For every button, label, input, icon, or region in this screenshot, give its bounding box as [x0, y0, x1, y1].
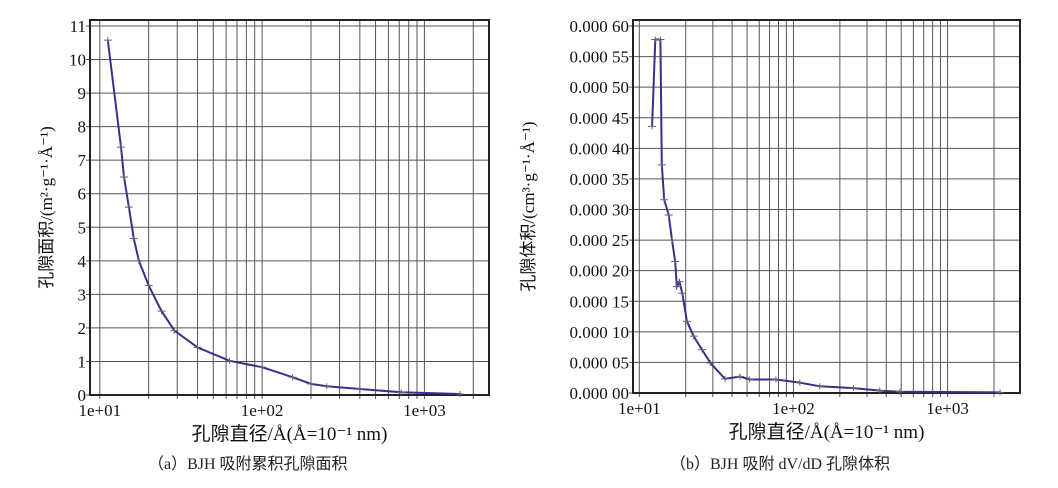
data-point-marker — [996, 389, 1005, 396]
data-point-marker — [134, 257, 143, 264]
data-point-marker — [657, 161, 666, 168]
data-point-marker — [170, 327, 179, 334]
data-point-marker — [124, 204, 133, 211]
y-tick-label: 3 — [78, 285, 87, 304]
caption-a: （a）BJH 吸附累积孔隙面积 — [148, 456, 348, 473]
y-tick-label: 0.000 60 — [570, 17, 630, 36]
series-line — [106, 39, 461, 395]
y-tick-label: 10 — [69, 51, 86, 70]
y-tick-label: 7 — [78, 151, 87, 170]
data-point-marker — [116, 144, 125, 151]
y-axis-label: 孔隙体积/(cm³·g⁻¹·Å⁻¹) — [519, 121, 538, 291]
data-point-marker — [668, 237, 677, 244]
data-point-marker — [875, 387, 884, 394]
data-point-marker — [745, 376, 754, 383]
data-point-marker — [258, 364, 267, 371]
y-tick-label: 0 — [78, 386, 87, 405]
x-tick-label: 1e+02 — [772, 399, 815, 418]
y-axis-label: 孔隙面积/(m²·g⁻¹·Å⁻¹) — [37, 126, 56, 289]
data-point-marker — [157, 308, 166, 315]
data-point-marker — [397, 389, 406, 396]
y-tick-label: 0.000 30 — [570, 201, 630, 220]
y-tick-label: 4 — [78, 252, 87, 271]
data-point-marker — [456, 390, 465, 397]
y-tick-label: 0.000 25 — [570, 231, 630, 250]
x-tick-label: 1e+03 — [403, 401, 446, 420]
x-tick-label: 1e+02 — [241, 401, 284, 420]
y-tick-label: 0.000 20 — [570, 262, 630, 281]
data-point-marker — [306, 380, 315, 387]
data-point-marker — [689, 333, 698, 340]
x-axis-label: 孔隙直径/Å(Å=10⁻¹ nm) — [192, 423, 388, 445]
data-point-marker — [815, 383, 824, 390]
y-tick-label: 0.000 05 — [570, 353, 630, 372]
y-tick-label: 0.000 45 — [570, 109, 630, 128]
data-point-marker — [795, 379, 804, 386]
data-point-marker — [660, 196, 669, 203]
data-point-marker — [683, 318, 692, 325]
y-tick-label: 0.000 40 — [570, 139, 630, 158]
data-point-marker — [129, 235, 138, 242]
y-tick-label: 9 — [78, 84, 87, 103]
data-point-marker — [144, 282, 153, 289]
y-tick-label: 0.000 35 — [570, 170, 630, 189]
data-point-marker — [672, 283, 681, 290]
data-point-marker — [675, 278, 684, 285]
y-tick-label: 0.000 00 — [570, 384, 630, 403]
y-tick-label: 2 — [78, 319, 87, 338]
x-tick-label: 1e+03 — [926, 399, 969, 418]
data-point-marker — [225, 357, 234, 364]
x-axis-label: 孔隙直径/Å(Å=10⁻¹ nm) — [729, 421, 925, 443]
data-point-marker — [120, 173, 129, 180]
data-point-marker — [771, 376, 780, 383]
data-point-marker — [664, 212, 673, 219]
data-point-marker — [193, 344, 202, 351]
data-point-marker — [721, 375, 730, 382]
y-tick-label: 0.000 55 — [570, 48, 630, 67]
y-tick-label: 0.000 15 — [570, 292, 630, 311]
caption-b: （b）BJH 吸附 dV/dD 孔隙体积 — [670, 456, 891, 473]
plot-frame — [632, 19, 1021, 394]
x-tick-label: 1e+01 — [618, 399, 661, 418]
data-point-marker — [103, 37, 112, 44]
y-tick-label: 0.000 50 — [570, 78, 630, 97]
data-point-marker — [322, 383, 331, 390]
data-point-marker — [735, 373, 744, 380]
data-point-marker — [706, 360, 715, 367]
data-point-marker — [895, 388, 904, 395]
y-tick-label: 8 — [78, 118, 87, 137]
data-point-marker — [355, 385, 364, 392]
data-point-marker — [648, 123, 657, 130]
data-point-marker — [656, 36, 665, 43]
data-point-marker — [288, 374, 297, 381]
data-point-marker — [678, 290, 687, 297]
y-tick-label: 5 — [78, 218, 87, 237]
data-point-marker — [697, 346, 706, 353]
x-tick-label: 1e+01 — [78, 401, 121, 420]
data-point-marker — [671, 258, 680, 265]
y-tick-label: 0.000 10 — [570, 323, 630, 342]
y-tick-label: 6 — [78, 185, 87, 204]
y-tick-label: 11 — [70, 17, 86, 36]
data-point-marker — [849, 385, 858, 392]
y-tick-label: 1 — [78, 352, 87, 371]
plot-frame — [89, 19, 490, 396]
